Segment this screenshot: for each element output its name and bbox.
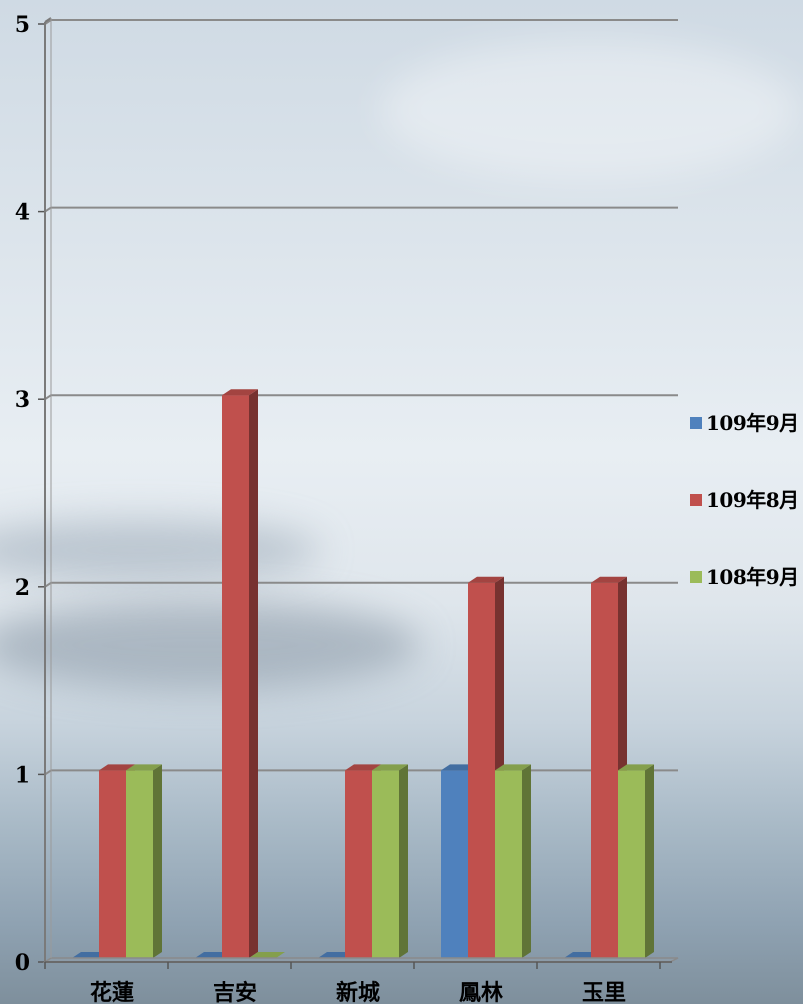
chart-legend: 109年9月 109年8月 108年9月	[690, 404, 799, 635]
legend-item: 109年9月	[690, 404, 799, 481]
background-cloud	[0, 520, 320, 580]
legend-item: 109年8月	[690, 481, 799, 558]
x-tick-label: 新城	[336, 980, 380, 1004]
bars	[72, 389, 654, 958]
legend-label: 109年8月	[706, 488, 799, 512]
background-cloud	[0, 600, 420, 690]
bar	[495, 764, 531, 958]
legend-swatch-icon	[690, 417, 702, 429]
y-tick-label: 4	[15, 200, 30, 226]
bar	[372, 764, 408, 958]
y-tick-label: 3	[15, 387, 30, 413]
y-tick-label: 5	[15, 12, 30, 38]
x-tick-label: 花蓮	[90, 980, 134, 1004]
y-tick-label: 0	[15, 950, 30, 976]
legend-item: 108年9月	[690, 558, 799, 635]
axes	[38, 17, 679, 969]
x-tick-label: 吉安	[213, 980, 257, 1004]
legend-label: 109年9月	[706, 411, 799, 435]
x-tick-label: 玉里	[582, 980, 626, 1004]
legend-swatch-icon	[690, 571, 702, 583]
bar	[222, 389, 258, 958]
legend-swatch-icon	[690, 494, 702, 506]
background-cloud	[380, 40, 800, 180]
axis-labels: 0 1 2 3 4 5 花蓮 吉安 新城 鳳林 玉里	[15, 12, 626, 1004]
y-axis-top	[44, 17, 52, 23]
y-tick-label: 2	[15, 575, 30, 601]
y-tick-label: 1	[15, 762, 30, 788]
gridlines	[44, 19, 678, 776]
bar	[618, 764, 654, 958]
bar	[249, 952, 285, 958]
bar	[126, 764, 162, 958]
x-tick-label: 鳳林	[459, 980, 503, 1004]
legend-label: 108年9月	[706, 565, 799, 589]
